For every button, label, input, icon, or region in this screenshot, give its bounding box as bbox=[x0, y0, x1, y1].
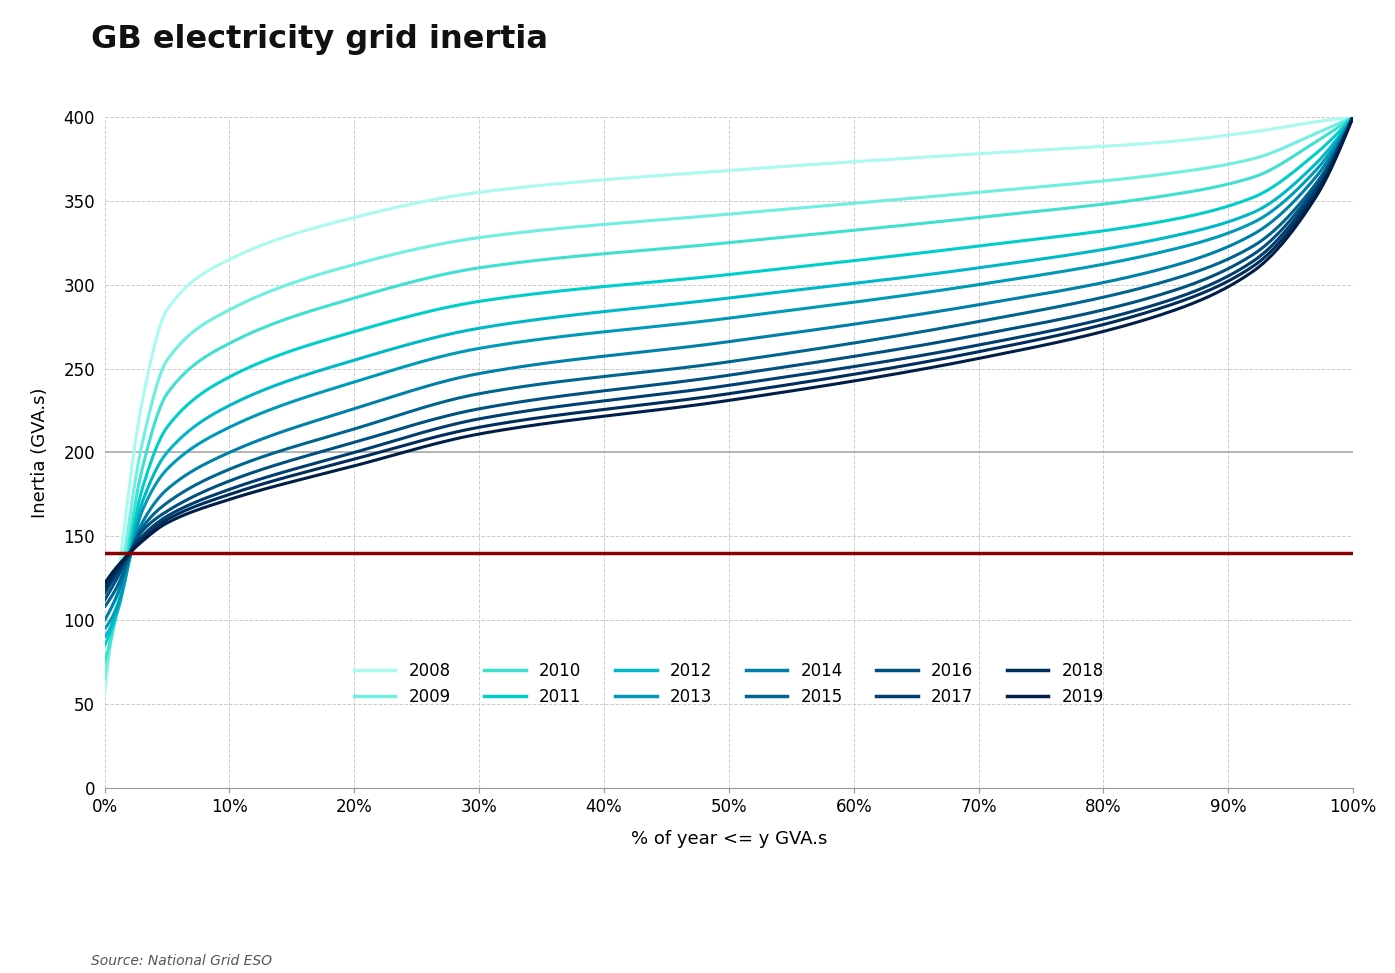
X-axis label: % of year <= y GVA.s: % of year <= y GVA.s bbox=[631, 830, 827, 847]
Text: Source: National Grid ESO: Source: National Grid ESO bbox=[91, 955, 272, 968]
Y-axis label: Inertia (GVA.s): Inertia (GVA.s) bbox=[32, 387, 49, 518]
Legend: 2008, 2009, 2010, 2011, 2012, 2013, 2014, 2015, 2016, 2017, 2018, 2019: 2008, 2009, 2010, 2011, 2012, 2013, 2014… bbox=[347, 655, 1110, 712]
Text: GB electricity grid inertia: GB electricity grid inertia bbox=[91, 24, 548, 55]
